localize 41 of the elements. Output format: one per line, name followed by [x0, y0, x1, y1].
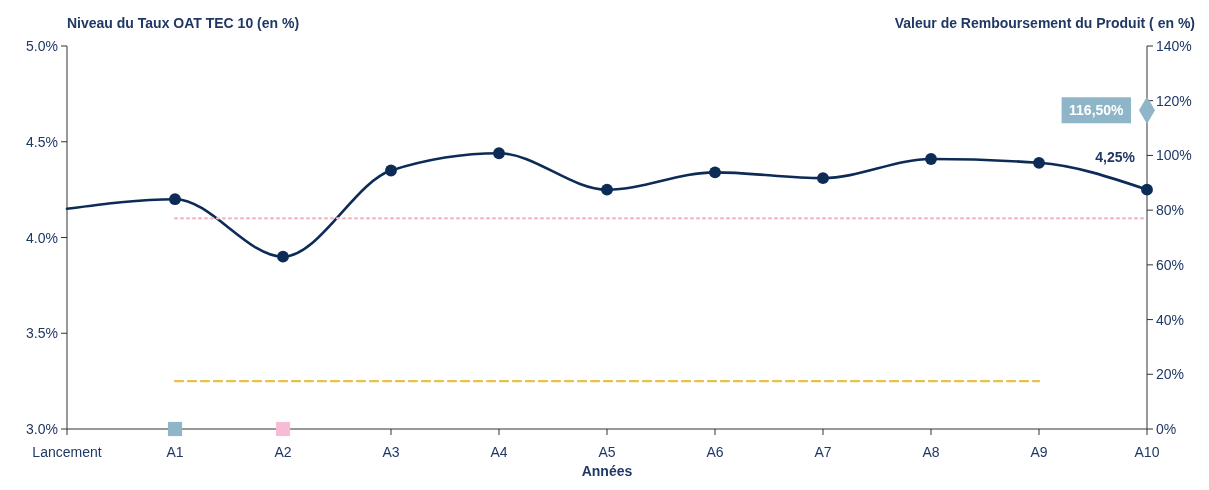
x-tick-label: A6	[706, 444, 724, 460]
y2-tick-label: 60%	[1156, 256, 1185, 273]
point	[493, 147, 505, 160]
y-tick-label: 4.5%	[26, 133, 58, 150]
y2-tick-label: 140%	[1156, 38, 1192, 54]
point	[275, 421, 291, 437]
y2-tick-label: 120%	[1156, 92, 1192, 109]
y-axis-title: Niveau du Taux OAT TEC 10 (en %)	[67, 15, 300, 31]
y2-tick-label: 80%	[1156, 202, 1185, 219]
point	[277, 250, 289, 263]
x-tick-label: A4	[490, 444, 508, 460]
x-tick-label: A3	[382, 444, 400, 460]
point	[169, 193, 181, 206]
y2-axis-title: Valeur de Remboursement du Produit ( en %)	[894, 15, 1195, 31]
y-tick-label: 3.5%	[26, 325, 58, 342]
point	[1141, 183, 1153, 196]
x-tick-label: A10	[1134, 444, 1160, 460]
point	[925, 153, 937, 165]
y2-tick-label: 40%	[1156, 311, 1185, 328]
point	[709, 166, 721, 179]
y-tick-label: 5.0%	[26, 38, 58, 54]
data-label: 4,25%	[1095, 148, 1136, 165]
x-tick-label: A5	[598, 444, 616, 460]
x-tick-label: A8	[922, 444, 940, 460]
y2-tick-label: 20%	[1156, 366, 1185, 383]
x-axis-title: Années	[581, 463, 633, 479]
y2-tick-label: 100%	[1156, 147, 1192, 164]
y2-tick-label: 0%	[1156, 421, 1177, 437]
point	[385, 164, 397, 177]
x-tick-label: Lancement	[32, 444, 102, 460]
y-tick-label: 3.0%	[26, 421, 58, 437]
data-label: 116,50%	[1069, 102, 1125, 119]
x-tick-label: A7	[814, 444, 832, 460]
point	[817, 172, 829, 185]
point	[167, 421, 183, 437]
x-tick-label: A2	[274, 444, 292, 460]
point	[601, 183, 613, 196]
x-tick-label: A9	[1030, 444, 1048, 460]
y-tick-label: 4.0%	[26, 229, 58, 246]
x-tick-label: A1	[166, 444, 184, 460]
point	[1033, 156, 1045, 169]
